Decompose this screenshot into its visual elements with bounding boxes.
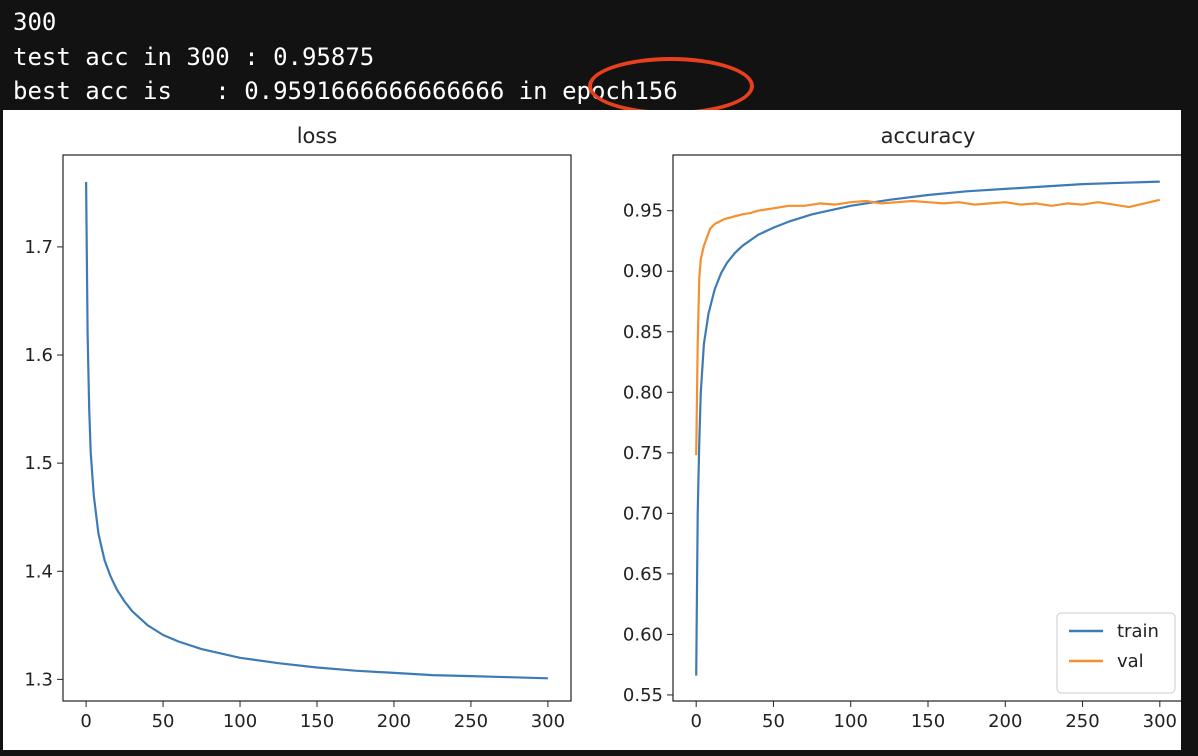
- y-tick-label: 0.60: [623, 624, 663, 645]
- chart-loss: loss 0 50 100 150 200 250 300 1.3 1.4 1.5 1.6 1.7: [24, 124, 572, 732]
- chart-title: accuracy: [881, 124, 976, 148]
- series-line-series-0: [85, 181, 548, 680]
- x-tick-label: 300: [1143, 711, 1177, 732]
- console-output: 300 test acc in 300 : 0.95875 best acc i…: [0, 0, 1198, 115]
- y-tick-label: 1.7: [24, 237, 53, 258]
- y-tick-label: 1.6: [24, 345, 53, 366]
- x-tick-label: 50: [762, 711, 785, 732]
- console-line-epoch: 300: [13, 8, 57, 36]
- x-tick-label: 150: [300, 711, 334, 732]
- console-line-test-acc: test acc in 300 : 0.95875: [13, 43, 375, 71]
- console-line-best-acc: best acc is : 0.9591666666666666 in epoc…: [13, 77, 678, 105]
- x-tick-label: 250: [454, 711, 488, 732]
- y-tick-label: 1.5: [24, 453, 53, 474]
- legend-label-val: val: [1117, 651, 1144, 672]
- y-tick-label: 1.3: [24, 669, 53, 690]
- x-tick-label: 100: [223, 711, 257, 732]
- x-tick-label: 100: [834, 711, 868, 732]
- y-tick-label: 0.90: [623, 261, 663, 282]
- plot-frame: [62, 154, 572, 702]
- legend: train val: [1056, 612, 1176, 694]
- y-tick-label: 0.70: [623, 503, 663, 524]
- figure-canvas: loss 0 50 100 150 200 250 300 1.3 1.4 1.5 1.6 1.7 acc…: [24, 124, 1184, 732]
- y-tick-label: 1.4: [24, 561, 53, 582]
- series-line-train: [695, 180, 1160, 676]
- x-tick-label: 250: [1065, 711, 1099, 732]
- y-tick-label: 0.65: [623, 564, 663, 585]
- x-tick-label: 300: [531, 711, 565, 732]
- x-tick-label: 0: [80, 711, 91, 732]
- x-tick-label: 150: [911, 711, 945, 732]
- legend-box: [1056, 612, 1176, 694]
- x-tick-label: 50: [152, 711, 175, 732]
- plot-figure: loss 0 50 100 150 200 250 300 1.3 1.4 1.5 1.6 1.7 acc…: [3, 110, 1184, 750]
- series-line-val: [695, 198, 1161, 456]
- y-tick-label: 0.75: [623, 443, 663, 464]
- legend-label-train: train: [1117, 621, 1159, 642]
- x-tick-label: 200: [377, 711, 411, 732]
- y-tick-label: 0.85: [623, 322, 663, 343]
- highlight-ring: [588, 57, 754, 115]
- x-tick-label: 0: [690, 711, 701, 732]
- y-tick-label: 0.95: [623, 201, 663, 222]
- chart-title: loss: [297, 124, 338, 148]
- x-tick-label: 200: [988, 711, 1022, 732]
- y-tick-label: 0.55: [623, 685, 663, 706]
- y-tick-label: 0.80: [623, 382, 663, 403]
- chart-accuracy: accuracy 0 50 100 150 200 250 300 0.55 0.60 0.65 0.…: [623, 124, 1184, 732]
